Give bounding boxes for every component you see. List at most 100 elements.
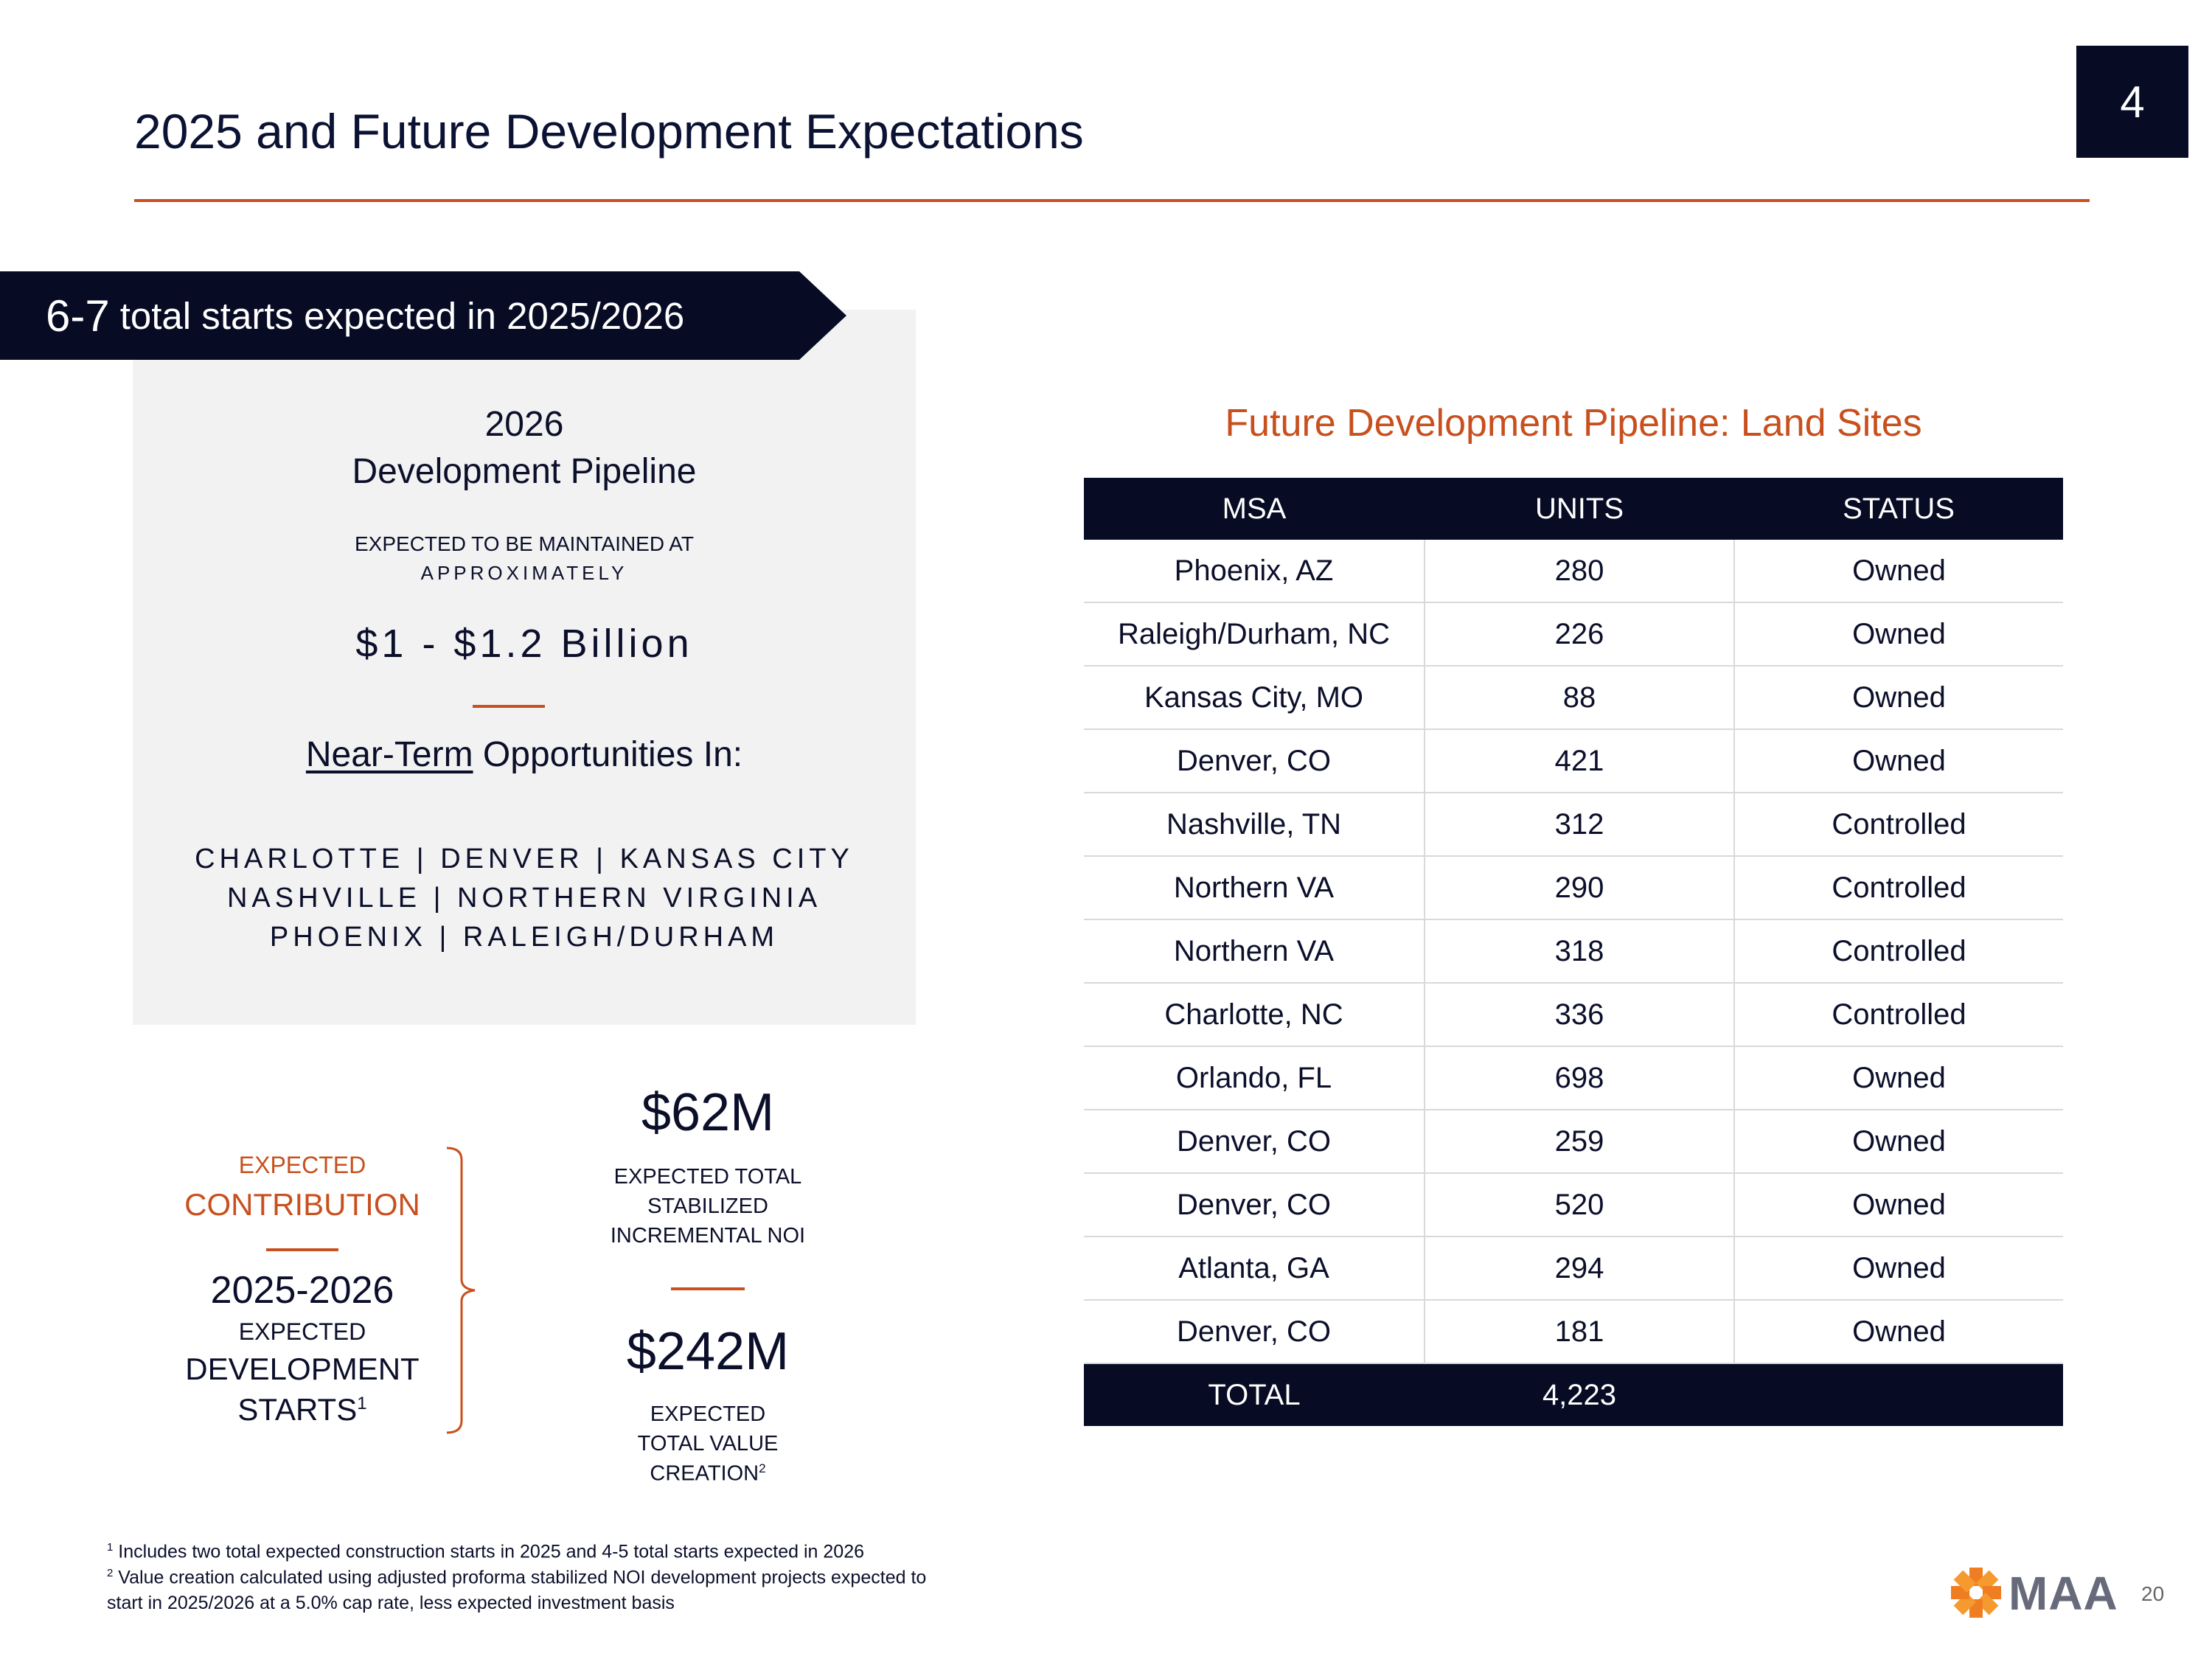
header-status: STATUS (1734, 478, 2063, 540)
cell-units: 698 (1424, 1046, 1734, 1110)
cell-msa: Atlanta, GA (1084, 1237, 1425, 1301)
noi-value: $62M (641, 1083, 775, 1142)
maa-logo-text: MAA (2008, 1567, 2118, 1620)
starts-footnote-ref: 1 (357, 1394, 367, 1413)
cell-msa: Denver, CO (1084, 1173, 1425, 1237)
cell-status: Owned (1733, 602, 2063, 667)
cell-msa: Northern VA (1084, 919, 1425, 984)
contribution-label: CONTRIBUTION (184, 1187, 420, 1222)
cell-units: 520 (1424, 1173, 1734, 1237)
cell-units: 88 (1424, 666, 1734, 730)
cell-status: Owned (1733, 729, 2063, 793)
footnote-2-continued: start in 2025/2026 at a 5.0% cap rate, l… (107, 1593, 675, 1613)
table-row: Atlanta, GA 294 Owned (1084, 1237, 2063, 1301)
cell-status: Owned (1733, 1173, 2063, 1237)
table-row: Northern VA 318 Controlled (1084, 919, 2063, 984)
starts-text: STARTS (237, 1392, 358, 1427)
table-row: Denver, CO 259 Owned (1084, 1110, 2063, 1174)
cell-status: Controlled (1733, 856, 2063, 920)
pipeline-panel (133, 310, 916, 1025)
footnote-2-text: Value creation calculated using adjusted… (118, 1567, 927, 1588)
pipeline-amount: $1 - $1.2 Billion (355, 622, 693, 666)
footnote-2-marker: 2 (107, 1567, 114, 1579)
cell-msa: Raleigh/Durham, NC (1084, 602, 1425, 667)
cell-units: 280 (1424, 540, 1734, 603)
table-row: Charlotte, NC 336 Controlled (1084, 983, 2063, 1047)
cell-msa: Kansas City, MO (1084, 666, 1425, 730)
pipeline-subtitle-1: EXPECTED TO BE MAINTAINED AT (354, 532, 695, 555)
total-units: 4,223 (1425, 1363, 1734, 1426)
maa-logo: MAA (1950, 1565, 2126, 1621)
cell-units: 294 (1424, 1237, 1734, 1301)
pipeline-year: 2026 (484, 405, 564, 444)
contribution-divider (266, 1248, 338, 1251)
noi-line-3: INCREMENTAL NOI (610, 1224, 806, 1248)
noi-line-1: EXPECTED TOTAL (613, 1165, 802, 1189)
cell-status: Owned (1733, 1110, 2063, 1174)
footnote-1-marker: 1 (107, 1541, 114, 1554)
brace-icon (446, 1147, 476, 1434)
contribution-years: 2025-2026 (210, 1269, 394, 1312)
table-row: Nashville, TN 312 Controlled (1084, 793, 2063, 857)
cell-units: 312 (1424, 793, 1734, 857)
cell-units: 318 (1424, 919, 1734, 984)
cell-msa: Orlando, FL (1084, 1046, 1425, 1110)
banner-text: total starts expected in 2025/2026 (119, 294, 685, 337)
header-units: UNITS (1425, 478, 1734, 540)
pipeline-subtitle-2: APPROXIMATELY (420, 562, 628, 584)
starts-label: STARTS1 (111, 1392, 494, 1427)
maa-logo-mark-icon (1951, 1568, 2001, 1618)
cell-status: Owned (1733, 540, 2063, 603)
value-line-3: CREATION2 (560, 1461, 855, 1486)
page-title: 2025 and Future Development Expectations (134, 104, 1084, 159)
total-label: TOTAL (1084, 1363, 1425, 1426)
cell-status: Owned (1733, 1237, 2063, 1301)
cell-units: 336 (1424, 983, 1734, 1047)
cell-status: Owned (1733, 1300, 2063, 1364)
header-msa: MSA (1084, 478, 1425, 540)
banner-number: 6-7 (46, 291, 110, 341)
table-row: Denver, CO 181 Owned (1084, 1300, 2063, 1364)
table-row: Raleigh/Durham, NC 226 Owned (1084, 602, 2063, 667)
table-row: Orlando, FL 698 Owned (1084, 1046, 2063, 1110)
cell-units: 226 (1424, 602, 1734, 667)
title-divider (134, 199, 2090, 202)
cell-msa: Denver, CO (1084, 1110, 1425, 1174)
cell-msa: Phoenix, AZ (1084, 540, 1425, 603)
starts-banner: 6-7 total starts expected in 2025/2026 (0, 271, 846, 360)
cell-msa: Denver, CO (1084, 729, 1425, 793)
cell-units: 259 (1424, 1110, 1734, 1174)
table-header-row: MSA UNITS STATUS (1084, 478, 2063, 540)
contribution-expected: EXPECTED (238, 1152, 366, 1178)
cell-status: Owned (1733, 1046, 2063, 1110)
near-term-heading: Near-Term Opportunities In: (133, 734, 916, 775)
cell-msa: Nashville, TN (1084, 793, 1425, 857)
pipeline-title: Development Pipeline (352, 452, 697, 491)
value-line-3-text: CREATION (650, 1461, 759, 1486)
cell-status: Controlled (1733, 793, 2063, 857)
starts-development: DEVELOPMENT (185, 1352, 420, 1386)
city-line-2: NASHVILLE | NORTHERN VIRGINIA (226, 883, 822, 914)
noi-divider (671, 1287, 745, 1290)
value-footnote-ref: 2 (759, 1461, 766, 1475)
footnote-1-text: Includes two total expected construction… (118, 1541, 865, 1562)
city-line-1: CHARLOTTE | DENVER | KANSAS CITY (195, 844, 854, 874)
noi-line-2: STABILIZED (647, 1194, 768, 1218)
cell-units: 421 (1424, 729, 1734, 793)
land-sites-title: Future Development Pipeline: Land Sites (1225, 402, 1922, 445)
cell-msa: Denver, CO (1084, 1300, 1425, 1364)
table-row: Phoenix, AZ 280 Owned (1084, 540, 2063, 603)
page-number: 20 (2141, 1582, 2165, 1605)
value-line-1: EXPECTED (650, 1402, 766, 1426)
cell-status: Owned (1733, 666, 2063, 730)
land-sites-table: MSA UNITS STATUS Phoenix, AZ 280 Owned Rale… (1084, 478, 2063, 1426)
table-row: Northern VA 290 Controlled (1084, 856, 2063, 920)
table-row: Denver, CO 421 Owned (1084, 729, 2063, 793)
near-term-label: Near-Term (305, 735, 473, 774)
table-row: Kansas City, MO 88 Owned (1084, 666, 2063, 730)
total-status (1734, 1363, 2063, 1426)
starts-expected: EXPECTED (238, 1318, 366, 1345)
footnote-1: 1 Includes two total expected constructi… (107, 1541, 864, 1562)
table-total-row: TOTAL 4,223 (1084, 1363, 2063, 1426)
value-line-2: TOTAL VALUE (637, 1432, 779, 1455)
